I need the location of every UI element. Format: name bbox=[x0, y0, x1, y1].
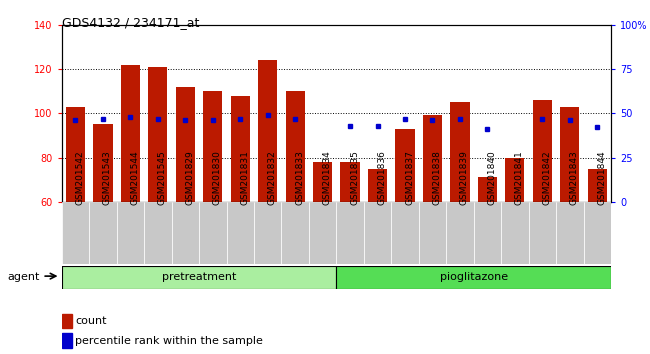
Bar bbox=[117, 202, 144, 264]
Bar bbox=[203, 91, 222, 202]
Bar bbox=[450, 102, 469, 202]
Text: GSM201832: GSM201832 bbox=[268, 150, 277, 205]
Bar bbox=[560, 107, 579, 202]
Bar bbox=[89, 202, 117, 264]
Text: GSM201544: GSM201544 bbox=[131, 150, 139, 205]
Bar bbox=[368, 169, 387, 202]
Text: agent: agent bbox=[8, 272, 40, 282]
Bar bbox=[309, 202, 337, 264]
Text: GSM201838: GSM201838 bbox=[432, 150, 441, 205]
Bar bbox=[227, 202, 254, 264]
Text: GSM201831: GSM201831 bbox=[240, 150, 249, 205]
Bar bbox=[62, 314, 72, 329]
Bar bbox=[258, 60, 278, 202]
Bar bbox=[501, 202, 528, 264]
Bar bbox=[199, 202, 227, 264]
Text: GSM201844: GSM201844 bbox=[597, 150, 606, 205]
Text: count: count bbox=[75, 316, 107, 326]
Bar bbox=[62, 266, 337, 289]
Text: GSM201834: GSM201834 bbox=[322, 150, 332, 205]
Bar bbox=[556, 202, 584, 264]
Bar bbox=[528, 202, 556, 264]
Bar bbox=[62, 202, 89, 264]
Text: GSM201835: GSM201835 bbox=[350, 150, 359, 205]
Bar bbox=[584, 202, 611, 264]
Text: GSM201830: GSM201830 bbox=[213, 150, 222, 205]
Bar bbox=[285, 91, 305, 202]
Text: GSM201840: GSM201840 bbox=[488, 150, 497, 205]
Bar bbox=[231, 96, 250, 202]
Text: percentile rank within the sample: percentile rank within the sample bbox=[75, 336, 263, 346]
Bar bbox=[419, 202, 446, 264]
Text: GSM201543: GSM201543 bbox=[103, 150, 112, 205]
Bar bbox=[395, 129, 415, 202]
Bar bbox=[474, 202, 501, 264]
Bar bbox=[62, 333, 72, 348]
Bar bbox=[364, 202, 391, 264]
Text: GDS4132 / 234171_at: GDS4132 / 234171_at bbox=[62, 16, 199, 29]
Text: GSM201841: GSM201841 bbox=[515, 150, 524, 205]
Text: GSM201837: GSM201837 bbox=[405, 150, 414, 205]
Bar bbox=[66, 107, 85, 202]
Bar bbox=[94, 124, 112, 202]
Bar bbox=[478, 177, 497, 202]
Bar bbox=[121, 65, 140, 202]
Bar bbox=[423, 115, 442, 202]
Bar bbox=[144, 202, 172, 264]
Bar bbox=[254, 202, 281, 264]
Text: GSM201829: GSM201829 bbox=[185, 150, 194, 205]
Bar bbox=[313, 162, 332, 202]
Bar bbox=[446, 202, 474, 264]
Text: GSM201842: GSM201842 bbox=[542, 150, 551, 205]
Bar bbox=[505, 158, 525, 202]
Text: GSM201836: GSM201836 bbox=[378, 150, 387, 205]
Text: GSM201833: GSM201833 bbox=[295, 150, 304, 205]
Bar bbox=[588, 169, 607, 202]
Bar bbox=[176, 87, 195, 202]
Text: GSM201839: GSM201839 bbox=[460, 150, 469, 205]
Text: GSM201843: GSM201843 bbox=[570, 150, 578, 205]
Bar bbox=[533, 100, 552, 202]
Text: pioglitazone: pioglitazone bbox=[439, 272, 508, 282]
Text: pretreatment: pretreatment bbox=[162, 272, 236, 282]
Bar bbox=[391, 202, 419, 264]
Bar bbox=[341, 162, 359, 202]
Text: GSM201545: GSM201545 bbox=[158, 150, 167, 205]
Text: GSM201542: GSM201542 bbox=[75, 150, 84, 205]
Bar bbox=[337, 266, 611, 289]
Bar bbox=[337, 202, 364, 264]
Bar bbox=[172, 202, 199, 264]
Bar bbox=[281, 202, 309, 264]
Bar bbox=[148, 67, 168, 202]
